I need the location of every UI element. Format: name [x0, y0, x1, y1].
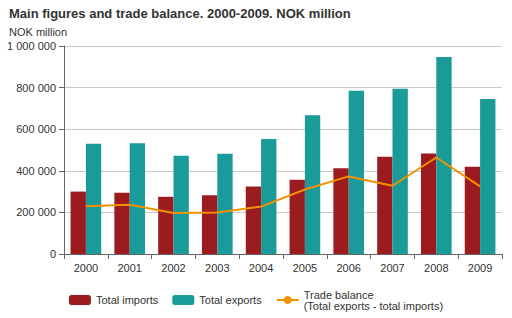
- svg-text:NOK million: NOK million: [9, 26, 67, 38]
- svg-text:2006: 2006: [336, 262, 360, 274]
- svg-text:2008: 2008: [424, 262, 448, 274]
- svg-text:400 000: 400 000: [16, 165, 56, 177]
- svg-text:Trade balance: Trade balance: [303, 288, 374, 301]
- svg-text:Total exports: Total exports: [199, 294, 262, 306]
- svg-text:2002: 2002: [161, 262, 185, 274]
- svg-text:Main figures and trade balance: Main figures and trade balance. 2000-200…: [9, 6, 351, 21]
- svg-text:2001: 2001: [117, 262, 141, 274]
- svg-text:2003: 2003: [205, 262, 229, 274]
- svg-text:2005: 2005: [293, 262, 317, 274]
- svg-text:200 000: 200 000: [16, 206, 56, 218]
- svg-text:2004: 2004: [249, 262, 273, 274]
- svg-text:Total imports: Total imports: [96, 294, 159, 306]
- svg-text:2009: 2009: [468, 262, 492, 274]
- svg-text:2007: 2007: [380, 262, 404, 274]
- svg-text:1 000 000: 1 000 000: [7, 40, 56, 52]
- svg-text:600 000: 600 000: [16, 123, 56, 135]
- svg-text:800 000: 800 000: [16, 82, 56, 94]
- svg-text:(Total exports - total imports: (Total exports - total imports): [304, 300, 443, 312]
- svg-text:2000: 2000: [74, 262, 98, 274]
- svg-text:0: 0: [50, 248, 56, 260]
